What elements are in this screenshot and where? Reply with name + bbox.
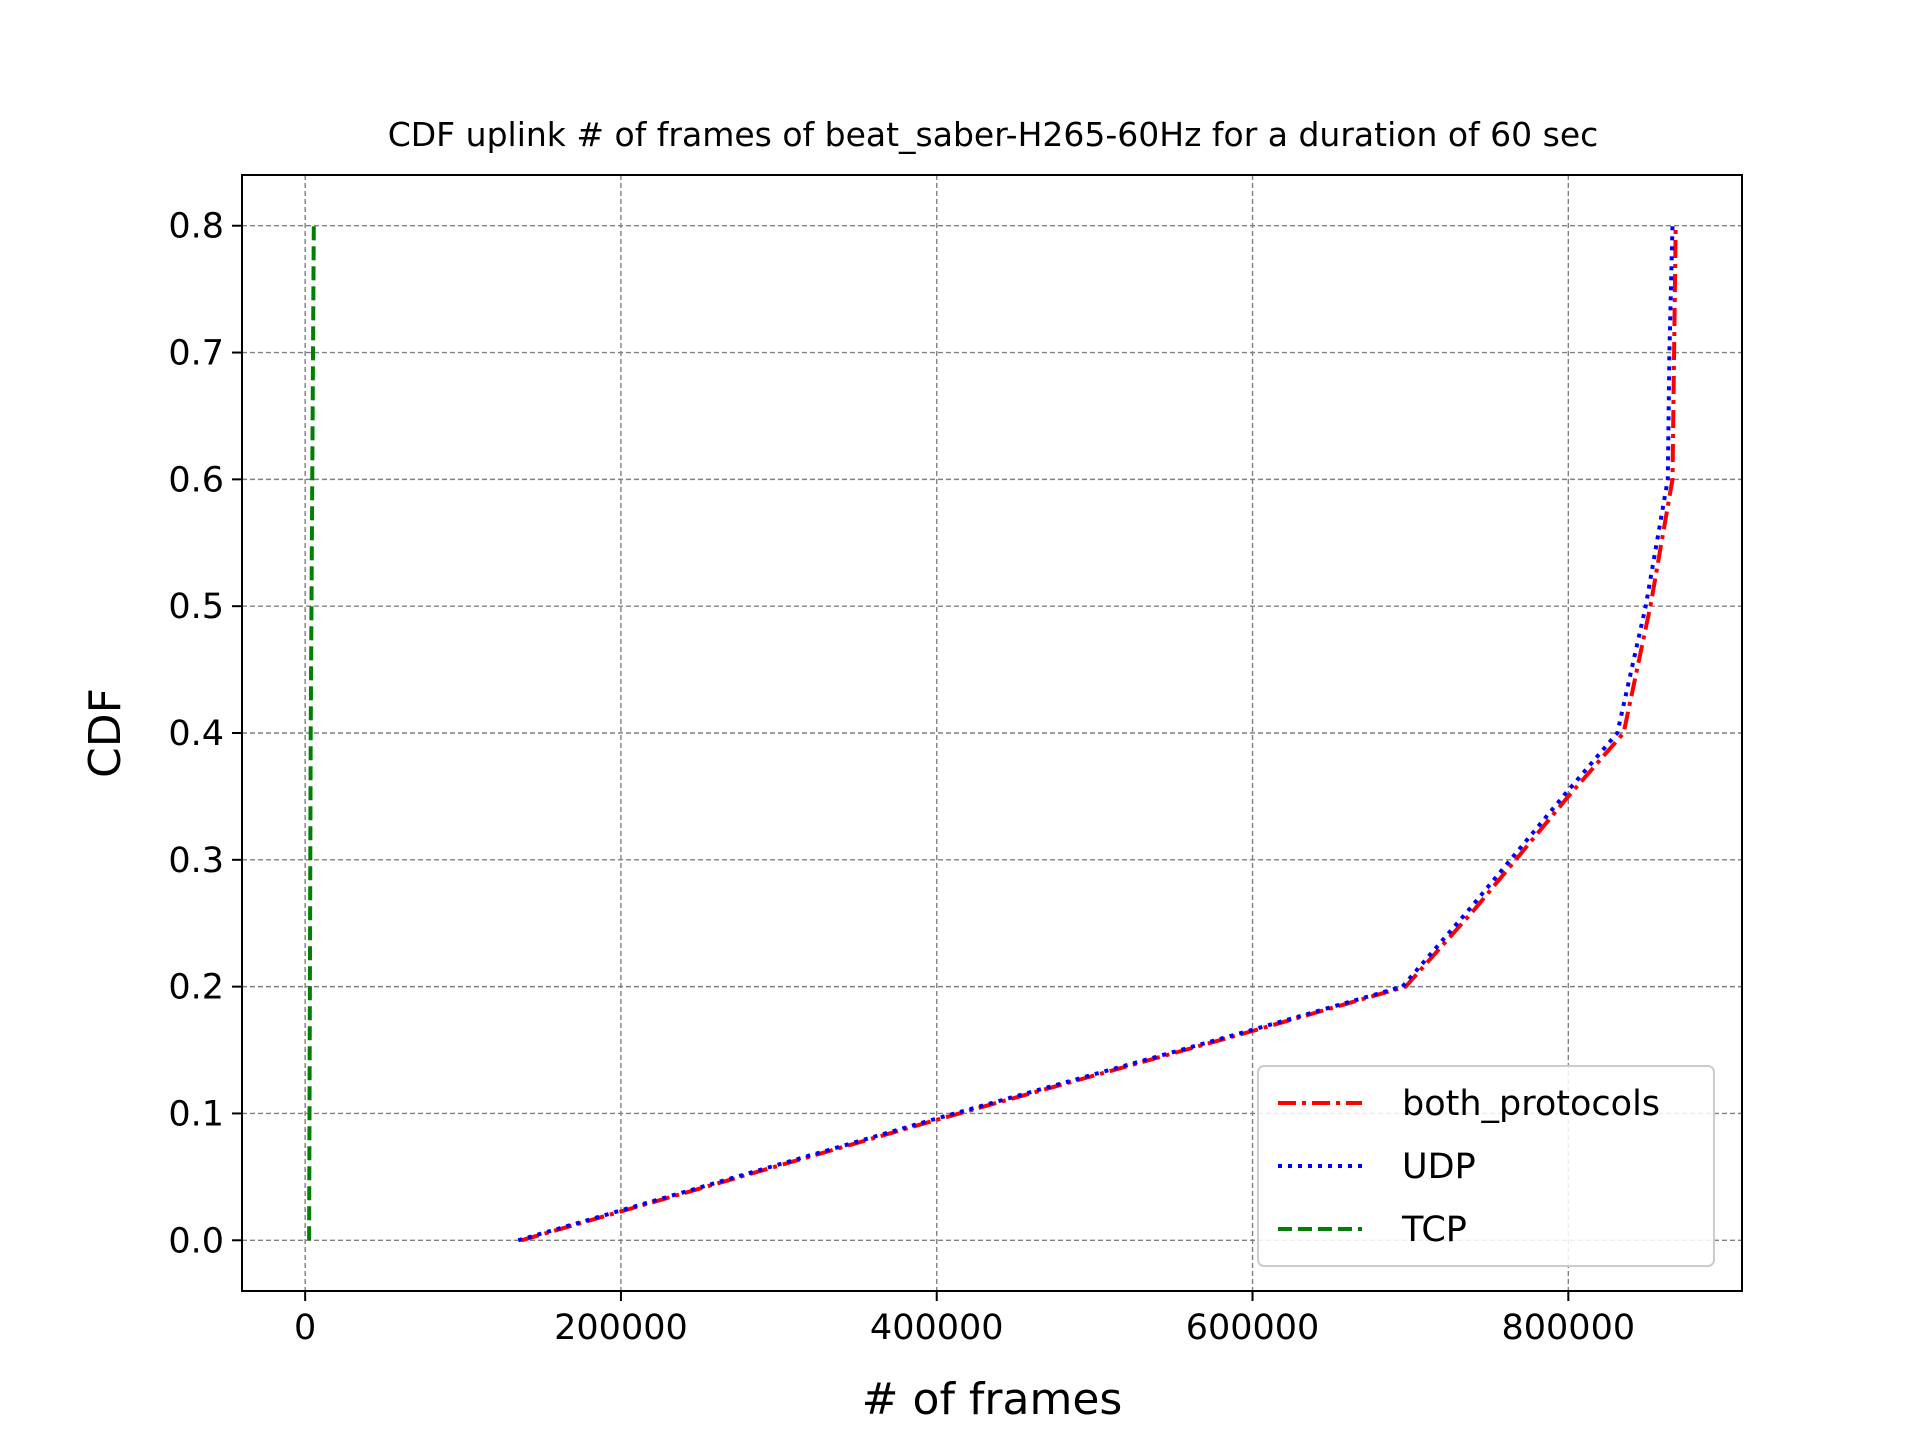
x-tick-label: 400000	[870, 1308, 1004, 1348]
y-tick-label: 0.3	[168, 841, 224, 881]
y-tick-label: 0.6	[168, 460, 224, 500]
y-tick-label: 0.0	[168, 1221, 224, 1261]
chart-title: CDF uplink # of frames of beat_saber-H26…	[388, 115, 1599, 154]
x-tick-label: 800000	[1502, 1308, 1636, 1348]
series-lines	[307, 225, 1678, 1243]
y-axis-label: CDF	[80, 688, 131, 778]
x-tick-label: 200000	[554, 1308, 688, 1348]
legend-label-tcp: TCP	[1401, 1210, 1467, 1250]
y-tick-label: 0.4	[168, 714, 224, 754]
series-line-tcp	[307, 225, 316, 1241]
y-tick-label: 0.8	[168, 207, 224, 247]
x-axis-label: # of frames	[862, 1374, 1123, 1425]
y-tick-label: 0.7	[168, 334, 224, 374]
y-tick-label: 0.2	[168, 968, 224, 1008]
legend-box	[1257, 1065, 1715, 1267]
series-line-both-protocols	[520, 225, 1678, 1243]
x-tick-label: 600000	[1186, 1308, 1320, 1348]
y-tick-label: 0.1	[168, 1094, 224, 1134]
y-tick-label: 0.5	[168, 587, 224, 627]
legend: both_protocols UDP TCP	[1257, 1065, 1715, 1267]
series-line-udp	[517, 225, 1675, 1243]
axis-ticks: 0 200000 400000 600000 800000 0.0 0.1 0.2 0.3 0.4…	[168, 207, 1635, 1348]
legend-label-udp: UDP	[1402, 1147, 1476, 1187]
legend-label-both-protocols: both_protocols	[1402, 1084, 1660, 1124]
x-tick-label: 0	[294, 1308, 316, 1348]
